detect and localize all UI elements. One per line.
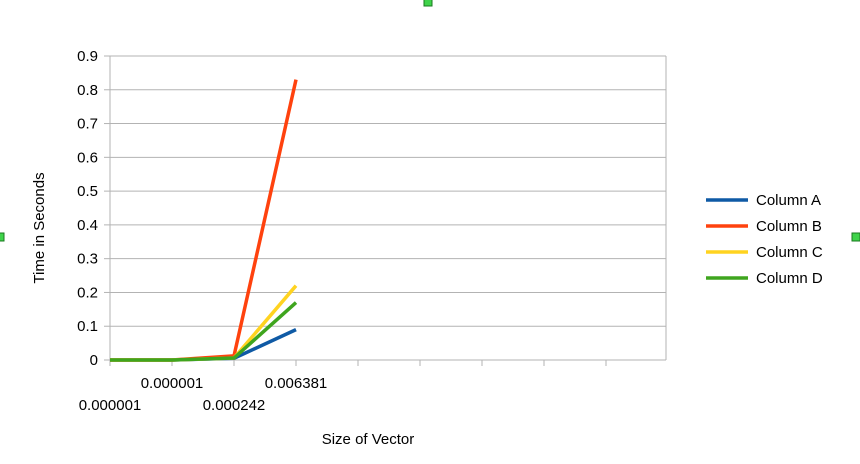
y-tick-label: 0 — [90, 352, 98, 369]
legend-label: Column C — [756, 244, 823, 261]
y-tick-label: 0.2 — [77, 284, 98, 301]
series-lines — [110, 79, 298, 362]
legend-label: Column D — [756, 270, 823, 287]
y-axis-tick-labels: 0 0.1 0.2 0.3 0.4 0.5 0.6 0.7 0.8 0.9 — [77, 48, 98, 369]
x-axis-tick-labels: 0.000001 0.000001 0.000242 0.006381 — [79, 375, 328, 414]
y-tick-label: 0.9 — [77, 48, 98, 65]
y-tick-label: 0.1 — [77, 318, 98, 335]
legend-label: Column B — [756, 218, 822, 235]
y-tick-label: 0.4 — [77, 217, 98, 234]
x-tick-label: 0.006381 — [265, 375, 328, 392]
selection-handle-middle-right[interactable] — [851, 232, 860, 242]
y-tick-label: 0.8 — [77, 82, 98, 99]
legend-label: Column A — [756, 192, 821, 209]
series-line-column-d — [110, 301, 298, 362]
selection-handle-top-center[interactable] — [423, 0, 433, 7]
y-tick-label: 0.5 — [77, 183, 98, 200]
x-tick-label: 0.000242 — [203, 397, 266, 414]
plot-area — [109, 56, 667, 366]
series-line-column-a — [110, 328, 297, 362]
x-axis-title: Size of Vector — [322, 431, 415, 448]
legend: Column A Column B Column C Column D — [706, 192, 823, 287]
y-axis-title: Time in Seconds — [31, 172, 48, 283]
x-tick-label: 0.000001 — [141, 375, 204, 392]
selection-handle-middle-left[interactable] — [0, 232, 5, 242]
series-line-column-c — [110, 284, 298, 362]
x-tick-label: 0.000001 — [79, 397, 142, 414]
y-tick-label: 0.3 — [77, 251, 98, 268]
y-tick-label: 0.6 — [77, 149, 98, 166]
y-tick-label: 0.7 — [77, 116, 98, 133]
gridlines — [104, 55, 666, 361]
